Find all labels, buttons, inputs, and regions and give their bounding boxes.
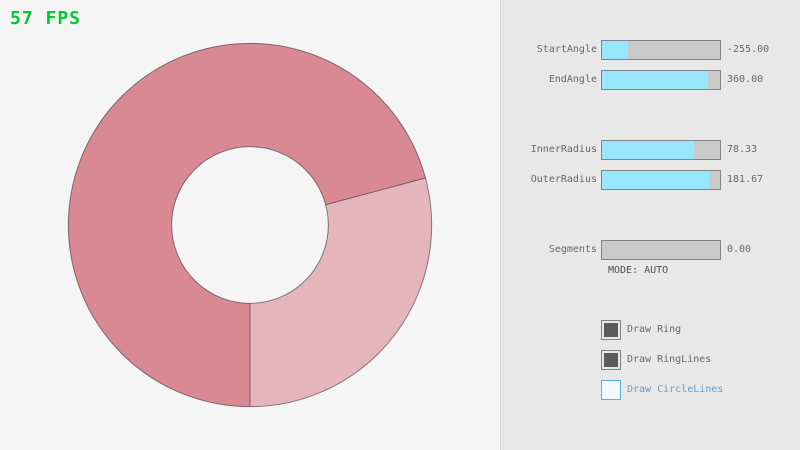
draw-ring-checkbox-row: Draw Ring	[501, 320, 800, 340]
innerradius-label: InnerRadius	[530, 144, 597, 155]
mode-indicator: MODE: AUTO	[608, 265, 669, 276]
ring-sector-dark	[68, 43, 426, 407]
slider-fill	[602, 71, 709, 89]
outerradius-label: OuterRadius	[530, 174, 597, 185]
checkmark-fill	[604, 353, 618, 367]
checkmark-fill	[604, 323, 618, 337]
segments-label: Segments	[548, 244, 597, 255]
fps-counter: 57 FPS	[10, 8, 82, 29]
endangle-row: EndAngle 360.00	[501, 70, 800, 90]
segments-row: Segments 0.00	[501, 240, 800, 260]
controls-panel: StartAngle -255.00 EndAngle 360.00 Inner…	[500, 0, 800, 450]
outerradius-slider[interactable]	[601, 170, 721, 190]
draw-ringlines-label: Draw RingLines	[627, 354, 712, 365]
endangle-value: 360.00	[727, 74, 764, 85]
startangle-value: -255.00	[727, 44, 770, 55]
segments-value: 0.00	[727, 244, 752, 255]
segments-slider[interactable]	[601, 240, 721, 260]
innerradius-value: 78.33	[727, 144, 758, 155]
ring-sector-light	[250, 177, 432, 407]
startangle-slider[interactable]	[601, 40, 721, 60]
draw-ring-label: Draw Ring	[627, 324, 682, 335]
startangle-row: StartAngle -255.00	[501, 40, 800, 60]
ring-outer-outline	[67, 42, 433, 408]
innerradius-slider[interactable]	[601, 140, 721, 160]
canvas-area: 57 FPS	[10, 8, 433, 408]
ring-inner-outline	[171, 146, 329, 304]
innerradius-row: InnerRadius 78.33	[501, 140, 800, 160]
draw-circlelines-checkbox[interactable]	[601, 380, 621, 400]
draw-circlelines-label: Draw CircleLines	[627, 384, 724, 395]
outerradius-row: OuterRadius 181.67	[501, 170, 800, 190]
slider-fill	[602, 41, 628, 59]
outerradius-value: 181.67	[727, 174, 764, 185]
draw-ringlines-checkbox-row: Draw RingLines	[501, 350, 800, 370]
draw-ring-checkbox[interactable]	[601, 320, 621, 340]
endangle-slider[interactable]	[601, 70, 721, 90]
draw-circlelines-checkbox-row: Draw CircleLines	[501, 380, 800, 400]
endangle-label: EndAngle	[548, 74, 597, 85]
slider-fill	[602, 171, 710, 189]
draw-ringlines-checkbox[interactable]	[601, 350, 621, 370]
startangle-label: StartAngle	[536, 44, 597, 55]
ring-chart	[67, 42, 433, 408]
slider-fill	[602, 141, 695, 159]
ring-edge-line	[325, 177, 426, 206]
